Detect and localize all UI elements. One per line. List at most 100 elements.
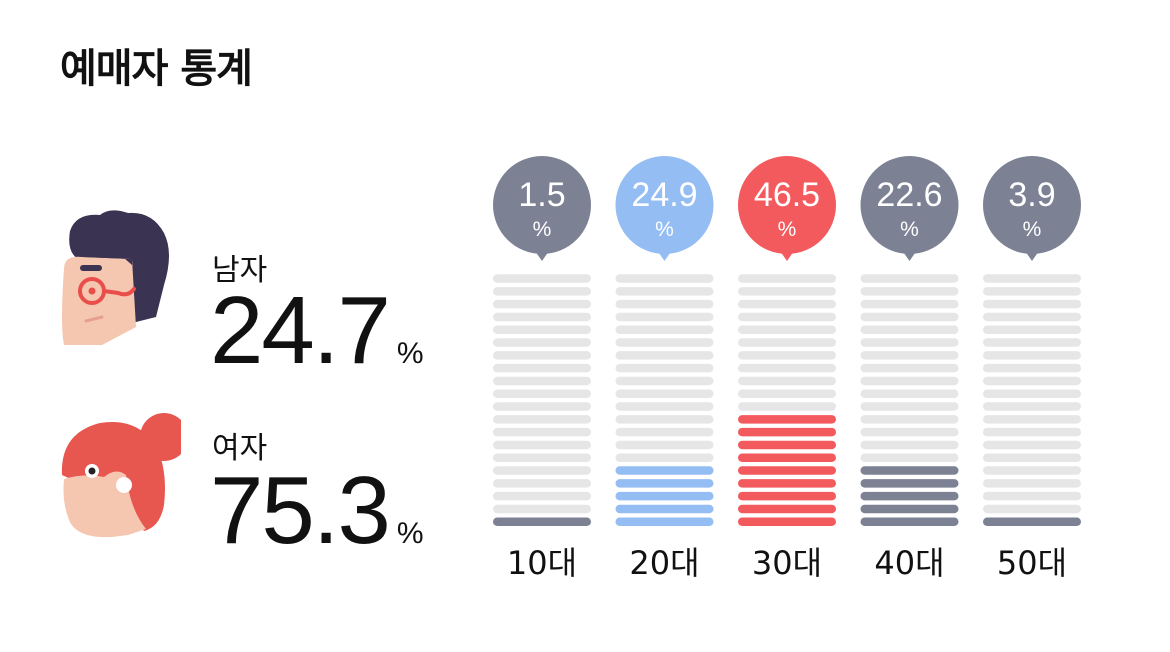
bar-stripe-filled (738, 440, 836, 450)
bar-stripe-empty (493, 415, 591, 424)
bar-stripe-filled (738, 415, 836, 424)
bar-stripe-empty (860, 427, 959, 437)
bar-stripe-empty (615, 274, 714, 283)
category-label: 30대 (752, 544, 822, 582)
bar-stripe-empty (860, 453, 959, 462)
data-label: 46.5 (754, 176, 820, 214)
bar-stripe-empty (493, 299, 591, 309)
data-label-unit: % (900, 218, 919, 241)
bar-stripe-filled (860, 504, 959, 514)
bar-stripe-empty (738, 376, 836, 386)
bar-stripe-filled (738, 466, 836, 475)
male-value: 24.7 (210, 277, 391, 384)
data-label: 24.9 (631, 176, 697, 214)
bar-stripe-empty (738, 351, 836, 360)
bar-stripe-empty (860, 440, 959, 450)
bar-stripe-filled (738, 427, 836, 437)
bar-stripe-filled (493, 517, 591, 526)
bar-stripe-empty (493, 453, 591, 462)
bar-stripe-empty (860, 376, 959, 386)
bar-stripe-empty (615, 299, 714, 309)
bar-stripe-empty (493, 466, 591, 475)
bar-stripe-filled (860, 479, 959, 488)
male-unit: % (396, 337, 424, 370)
female-value: 75.3 (210, 457, 391, 564)
age-bar-group: 22.6% 40대 (860, 156, 959, 582)
bar-stripe-empty (983, 415, 1081, 424)
bar-stripe-empty (493, 389, 591, 398)
male-avatar-icon (62, 210, 169, 345)
bar-stripe-empty (738, 363, 836, 373)
bar-stripe-empty (983, 299, 1081, 309)
bar-stripe-empty (860, 338, 959, 347)
data-label-unit: % (533, 218, 552, 241)
female-stat: 여자 75.3% (56, 405, 456, 559)
bar-stripe-empty (983, 274, 1081, 283)
bar-stripe-empty (615, 312, 714, 322)
age-bar-group: 1.5% 10대 (493, 156, 591, 582)
bar-stripe-filled (738, 517, 836, 526)
bar-stripe-empty (983, 338, 1081, 347)
data-label: 22.6 (876, 176, 942, 214)
female-label: 여자 (212, 431, 268, 466)
bar-stripe-empty (493, 325, 591, 334)
bar-stripe-empty (493, 312, 591, 322)
bar-stripe-empty (983, 363, 1081, 373)
bar-stripe-empty (493, 338, 591, 347)
bar-stripe-empty (983, 389, 1081, 398)
age-bar-group: 24.9% 20대 (615, 156, 714, 582)
bar-stripe-empty (615, 389, 714, 398)
bar-stripe-empty (983, 453, 1081, 462)
bar-stripe-filled (738, 453, 836, 462)
bar-stripe-empty (493, 491, 591, 501)
bar-stripe-empty (983, 491, 1081, 501)
value-bubble-pointer (1023, 248, 1041, 261)
value-bubble (860, 156, 959, 254)
bar-stripe-empty (983, 504, 1081, 514)
value-bubble (493, 156, 591, 254)
value-bubble-pointer (533, 248, 551, 261)
bar-stripe-empty (493, 402, 591, 411)
bar-stripe-empty (615, 363, 714, 373)
bar-stripe-empty (493, 440, 591, 450)
page-title: 예매자 통계 (60, 46, 253, 92)
value-bubble (983, 156, 1081, 254)
bar-stripe-empty (983, 287, 1081, 296)
female-avatar-icon (61, 413, 181, 538)
bar-stripe-empty (493, 274, 591, 283)
data-label-unit: % (1023, 218, 1042, 241)
bar-stripe-empty (983, 312, 1081, 322)
bar-stripe-empty (738, 402, 836, 411)
bar-stripe-empty (983, 440, 1081, 450)
bar-stripe-filled (738, 491, 836, 501)
bar-stripe-empty (860, 312, 959, 322)
bar-stripe-empty (860, 351, 959, 360)
bar-stripe-empty (615, 440, 714, 450)
bar-stripe-filled (860, 466, 959, 475)
bar-stripe-empty (738, 287, 836, 296)
bar-stripe-empty (493, 363, 591, 373)
bar-stripe-filled (615, 491, 714, 501)
male-label: 남자 (212, 253, 268, 288)
bar-stripe-empty (493, 504, 591, 514)
bar-stripe-empty (738, 325, 836, 334)
bar-stripe-filled (738, 479, 836, 488)
bar-stripe-empty (615, 453, 714, 462)
bar-stripe-empty (615, 427, 714, 437)
female-unit: % (396, 517, 424, 550)
data-label: 1.5 (518, 176, 565, 214)
bar-stripe-empty (738, 299, 836, 309)
value-bubble (738, 156, 836, 254)
bar-stripe-empty (860, 287, 959, 296)
bar-stripe-empty (983, 479, 1081, 488)
bar-stripe-empty (860, 389, 959, 398)
bar-stripe-empty (860, 415, 959, 424)
bar-stripe-empty (493, 376, 591, 386)
bar-stripe-empty (983, 402, 1081, 411)
category-label: 10대 (507, 544, 577, 582)
bar-stripe-empty (983, 351, 1081, 360)
bar-stripe-empty (738, 274, 836, 283)
bar-stripe-empty (615, 402, 714, 411)
bar-stripe-filled (615, 517, 714, 526)
bar-stripe-empty (860, 299, 959, 309)
